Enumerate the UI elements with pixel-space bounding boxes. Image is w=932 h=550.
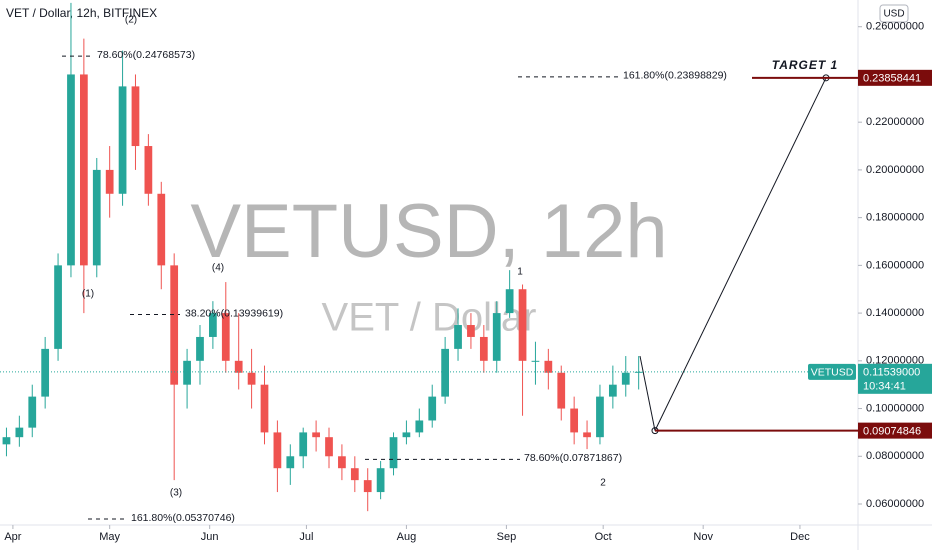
watermark: VETUSD, 12h	[190, 189, 667, 274]
symbol-label: VETUSD	[811, 367, 854, 379]
countdown: 10:34:41	[863, 381, 906, 393]
candle-body	[634, 371, 643, 373]
target-price-label: 0.09074846	[863, 426, 921, 438]
wave-label: (2)	[125, 15, 137, 26]
fib-label: 161.80%(0.23898829)	[623, 70, 727, 82]
chart-title: VET / Dollar, 12h, BITFINEX	[6, 6, 157, 20]
wave-label: (1)	[82, 289, 94, 300]
candle-body	[144, 146, 153, 194]
candle-body	[118, 86, 127, 194]
candle-body	[479, 336, 488, 361]
wave-label: 2	[600, 478, 606, 489]
candle-body	[389, 437, 398, 469]
x-tick-label: Aug	[397, 531, 417, 543]
y-tick-label: 0.22000000	[866, 116, 924, 128]
projection-down	[639, 355, 656, 431]
target-label: TARGET 1	[772, 58, 838, 72]
candle-body	[157, 193, 166, 266]
candle-body	[583, 432, 591, 438]
candle-body	[105, 169, 114, 194]
candle-body	[544, 360, 553, 373]
projection-up	[654, 77, 827, 431]
candle-body	[570, 408, 579, 433]
y-tick-label: 0.26000000	[866, 21, 924, 33]
wave-label: (4)	[212, 263, 224, 274]
candle-body	[621, 372, 630, 385]
candle-body	[467, 325, 475, 337]
candle-body	[286, 456, 295, 469]
candle-body	[557, 372, 566, 409]
currency-box[interactable]	[879, 4, 909, 23]
x-tick-label: Dec	[790, 531, 810, 543]
candle-body	[92, 169, 101, 266]
candle-body	[183, 360, 191, 385]
fib-label: 78.60%(0.07871867)	[524, 452, 622, 464]
candle-body	[234, 360, 243, 373]
candle-body	[363, 480, 372, 493]
candle-body	[338, 456, 346, 469]
last-price-box	[858, 363, 932, 394]
x-tick-label: Jul	[299, 531, 313, 543]
x-tick-label: Jun	[201, 531, 219, 543]
candle-body	[608, 384, 617, 397]
candle-body	[273, 432, 282, 469]
symbol-box	[808, 363, 856, 380]
candle-body	[2, 437, 11, 445]
candle-body	[402, 432, 411, 438]
candle-body	[54, 265, 62, 349]
currency[interactable]: USD	[883, 9, 904, 20]
candle-body	[312, 432, 320, 438]
candle-body	[441, 348, 449, 397]
candle-body	[15, 427, 24, 438]
candle-body	[492, 313, 501, 361]
candle-body	[596, 396, 604, 438]
candle-body	[28, 396, 37, 428]
candle-body	[505, 289, 514, 314]
candle-body	[325, 437, 333, 457]
x-tick-label: May	[99, 531, 120, 543]
x-tick-label: Sep	[497, 531, 517, 543]
candle-body	[209, 313, 217, 337]
candle-body	[196, 336, 204, 361]
candle-body	[260, 384, 269, 433]
watermark-subtitle: VET / Dollar	[322, 296, 537, 340]
y-tick-label: 0.06000000	[866, 498, 924, 510]
y-tick-label: 0.08000000	[866, 450, 924, 462]
candle-body	[131, 86, 140, 147]
x-tick-label: Nov	[693, 531, 713, 543]
y-tick-label: 0.12000000	[866, 355, 924, 367]
candle-body	[79, 74, 88, 266]
candle-body	[350, 468, 359, 481]
candle-body	[531, 360, 540, 362]
target-price-box	[858, 69, 932, 86]
fib-label: 78.60%(0.24768573)	[97, 49, 195, 61]
target-price-label: 0.23858441	[863, 73, 921, 85]
candle-body	[170, 265, 179, 385]
target-price-box	[858, 422, 932, 439]
candle-body	[428, 396, 437, 421]
candle-body	[67, 74, 75, 266]
x-tick-label: Oct	[595, 531, 612, 543]
y-tick-label: 0.20000000	[866, 164, 924, 176]
y-tick-label: 0.16000000	[866, 259, 924, 271]
candle-body	[415, 420, 424, 433]
fib-label: 38.20%(0.13939619)	[185, 307, 283, 319]
candle-body	[518, 289, 527, 361]
x-tick-label: Apr	[4, 531, 21, 543]
candle-body	[41, 348, 50, 397]
candle-body	[376, 468, 385, 493]
wave-label: 1	[517, 267, 523, 278]
candle-body	[221, 313, 230, 361]
y-tick-label: 0.18000000	[866, 212, 924, 224]
wave-label: (3)	[170, 488, 182, 499]
y-tick-label: 0.14000000	[866, 307, 924, 319]
candle-body	[299, 432, 308, 457]
candle-body	[247, 372, 256, 385]
candle-body	[454, 325, 462, 349]
y-tick-label: 0.10000000	[866, 402, 924, 414]
fib-label: 161.80%(0.05370746)	[131, 512, 235, 524]
last-price-label: 0.11539000	[863, 367, 920, 379]
